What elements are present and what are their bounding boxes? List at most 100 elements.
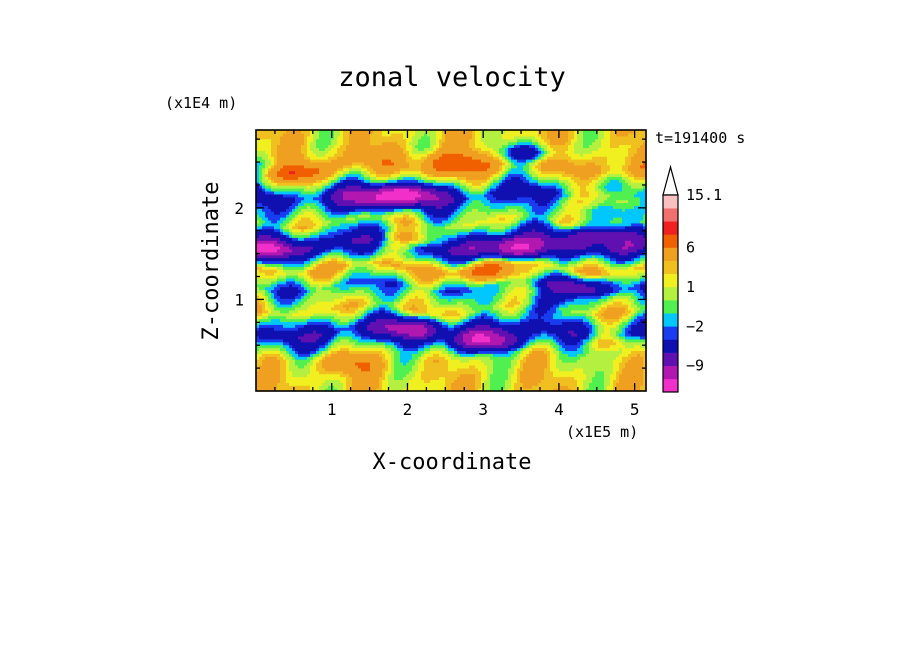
heatmap-cell — [523, 344, 527, 349]
heatmap-cell — [376, 373, 380, 378]
heatmap-cell — [475, 359, 479, 363]
heatmap-cell — [472, 335, 476, 340]
heatmap-cell — [361, 379, 365, 383]
heatmap-cell — [535, 301, 539, 305]
heatmap-cell — [526, 353, 530, 357]
heatmap-cell — [358, 338, 362, 343]
heatmap-cell — [298, 301, 302, 305]
heatmap-cell — [274, 335, 278, 340]
heatmap-cell — [526, 335, 530, 340]
heatmap-cell — [490, 330, 494, 334]
heatmap-cell — [265, 321, 269, 325]
heatmap-cell — [514, 347, 518, 351]
heatmap-cell — [529, 350, 533, 354]
heatmap-cell — [580, 367, 584, 372]
heatmap-cell — [484, 330, 488, 334]
heatmap-cell — [595, 353, 599, 357]
heatmap-cell — [262, 318, 266, 322]
heatmap-cell — [529, 379, 533, 383]
heatmap-cell — [541, 353, 545, 357]
heatmap-cell — [289, 370, 293, 375]
heatmap-cell — [373, 359, 377, 363]
heatmap-cell — [463, 330, 467, 334]
heatmap-cell — [325, 306, 329, 311]
heatmap-cell — [277, 324, 281, 328]
heatmap-cell — [640, 338, 644, 343]
heatmap-cell — [508, 304, 512, 308]
heatmap-cell — [511, 376, 515, 380]
heatmap-cell — [613, 356, 617, 360]
heatmap-cell — [370, 324, 374, 328]
heatmap-cell — [322, 385, 326, 389]
heatmap-cell — [301, 321, 305, 325]
heatmap-cell — [325, 330, 329, 334]
heatmap-cell — [352, 379, 356, 383]
heatmap-cell — [502, 353, 506, 357]
heatmap-cell — [289, 388, 293, 392]
heatmap-cell — [472, 341, 476, 346]
heatmap-cell — [361, 388, 365, 392]
heatmap-cell — [442, 347, 446, 351]
heatmap-cell — [337, 333, 341, 337]
heatmap-cell — [562, 382, 566, 386]
heatmap-cell — [373, 347, 377, 351]
heatmap-cell — [271, 330, 275, 334]
heatmap-cell — [442, 382, 446, 386]
heatmap-cell — [541, 309, 545, 314]
heatmap-cell — [289, 356, 293, 360]
heatmap-cell — [619, 373, 623, 378]
heatmap-cell — [364, 356, 368, 360]
heatmap-cell — [421, 306, 425, 311]
heatmap-cell — [517, 344, 521, 349]
heatmap-cell — [295, 304, 299, 308]
heatmap-cell — [505, 321, 509, 325]
heatmap-cell — [589, 379, 593, 383]
heatmap-cell — [301, 356, 305, 360]
heatmap-cell — [637, 301, 641, 305]
heatmap-cell — [355, 353, 359, 357]
heatmap-cell — [493, 373, 497, 378]
heatmap-cell — [400, 324, 404, 328]
heatmap-cell — [520, 330, 524, 334]
heatmap-cell — [349, 382, 353, 386]
heatmap-cell — [643, 335, 647, 340]
heatmap-cell — [607, 353, 611, 357]
heatmap-cell — [412, 347, 416, 351]
heatmap-cell — [337, 324, 341, 328]
heatmap-cell — [604, 350, 608, 354]
heatmap-cell — [478, 356, 482, 360]
heatmap-cell — [370, 350, 374, 354]
heatmap-cell — [565, 333, 569, 337]
heatmap-cell — [595, 312, 599, 317]
heatmap-cell — [481, 312, 485, 317]
heatmap-cell — [409, 318, 413, 322]
heatmap-cell — [583, 330, 587, 334]
heatmap-cell — [454, 324, 458, 328]
heatmap-cell — [463, 315, 467, 320]
heatmap-cell — [574, 338, 578, 343]
heatmap-cell — [322, 330, 326, 334]
heatmap-cell — [541, 330, 545, 334]
heatmap-cell — [469, 350, 473, 354]
heatmap-cell — [343, 370, 347, 375]
heatmap-cell — [508, 362, 512, 366]
heatmap-cell — [307, 321, 311, 325]
heatmap-cell — [514, 367, 518, 372]
heatmap-cell — [370, 327, 374, 331]
heatmap-cell — [529, 388, 533, 392]
heatmap-cell — [298, 356, 302, 360]
heatmap-cell — [295, 324, 299, 328]
heatmap-cell — [376, 382, 380, 386]
heatmap-cell — [604, 347, 608, 351]
heatmap-cell — [487, 304, 491, 308]
heatmap-cell — [481, 373, 485, 378]
heatmap-cell — [529, 353, 533, 357]
heatmap-cell — [259, 341, 263, 346]
heatmap-cell — [265, 382, 269, 386]
heatmap-cell — [553, 306, 557, 311]
heatmap-cell — [466, 364, 470, 369]
heatmap-cell — [580, 324, 584, 328]
heatmap-cell — [484, 367, 488, 372]
heatmap-cell — [541, 333, 545, 337]
heatmap-cell — [544, 318, 548, 322]
